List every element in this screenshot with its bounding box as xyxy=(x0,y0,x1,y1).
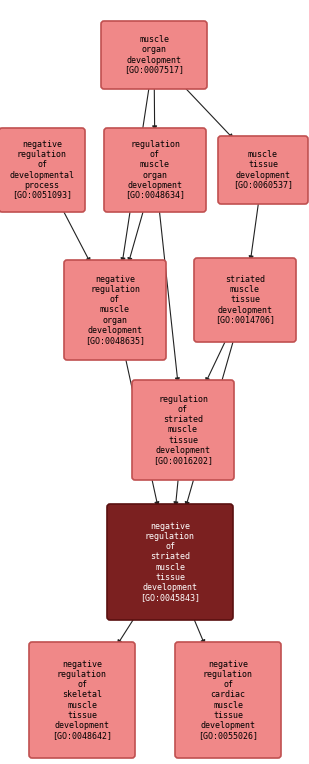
FancyBboxPatch shape xyxy=(0,128,85,212)
FancyBboxPatch shape xyxy=(107,504,233,620)
Text: negative
regulation
of
skeletal
muscle
tissue
development
[GO:0048642]: negative regulation of skeletal muscle t… xyxy=(52,660,112,740)
FancyBboxPatch shape xyxy=(64,260,166,360)
FancyBboxPatch shape xyxy=(175,642,281,758)
Text: regulation
of
striated
muscle
tissue
development
[GO:0016202]: regulation of striated muscle tissue dev… xyxy=(153,395,213,465)
FancyBboxPatch shape xyxy=(218,136,308,204)
FancyBboxPatch shape xyxy=(29,642,135,758)
FancyBboxPatch shape xyxy=(101,21,207,89)
Text: muscle
tissue
development
[GO:0060537]: muscle tissue development [GO:0060537] xyxy=(233,151,293,189)
Text: regulation
of
muscle
organ
development
[GO:0048634]: regulation of muscle organ development [… xyxy=(125,141,185,199)
Text: striated
muscle
tissue
development
[GO:0014706]: striated muscle tissue development [GO:0… xyxy=(215,275,275,325)
Text: negative
regulation
of
muscle
organ
development
[GO:0048635]: negative regulation of muscle organ deve… xyxy=(85,275,145,345)
Text: muscle
organ
development
[GO:0007517]: muscle organ development [GO:0007517] xyxy=(124,35,184,75)
FancyBboxPatch shape xyxy=(104,128,206,212)
Text: negative
regulation
of
developmental
process
[GO:0051093]: negative regulation of developmental pro… xyxy=(10,141,74,199)
FancyBboxPatch shape xyxy=(132,380,234,480)
Text: negative
regulation
of
cardiac
muscle
tissue
development
[GO:0055026]: negative regulation of cardiac muscle ti… xyxy=(198,660,258,740)
Text: negative
regulation
of
striated
muscle
tissue
development
[GO:0045843]: negative regulation of striated muscle t… xyxy=(140,523,200,602)
FancyBboxPatch shape xyxy=(194,258,296,342)
